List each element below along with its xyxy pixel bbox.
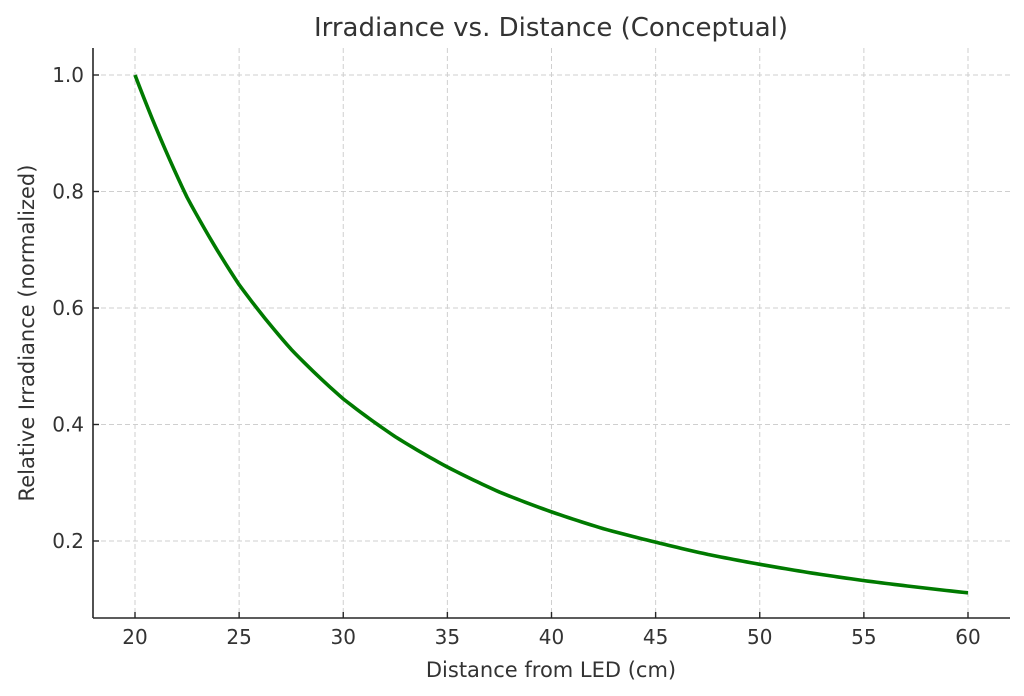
x-tick-label: 20 (122, 625, 147, 649)
y-tick-label: 1.0 (52, 63, 84, 87)
y-axis-label: Relative Irradiance (normalized) (15, 165, 39, 502)
x-tick-label: 30 (331, 625, 356, 649)
y-tick-label: 0.6 (52, 296, 84, 320)
x-tick-label: 60 (955, 625, 980, 649)
ticks: 20 25 30 35 40 45 50 55 60 0.2 0.4 0.6 0.8 1.0 (52, 63, 981, 649)
x-tick-label: 35 (435, 625, 460, 649)
chart-title: Irradiance vs. Distance (Conceptual) (314, 13, 788, 43)
x-tick-label: 55 (851, 625, 876, 649)
grid (93, 48, 1010, 618)
x-tick-label: 50 (747, 625, 772, 649)
x-axis-label: Distance from LED (cm) (426, 658, 676, 682)
y-tick-label: 0.4 (52, 413, 84, 437)
series-layer (133, 74, 969, 595)
x-tick-label: 25 (226, 625, 251, 649)
series-line (133, 74, 969, 595)
y-tick-label: 0.8 (52, 180, 84, 204)
y-tick-label: 0.2 (52, 529, 84, 553)
x-tick-label: 45 (643, 625, 668, 649)
x-tick-label: 40 (539, 625, 564, 649)
